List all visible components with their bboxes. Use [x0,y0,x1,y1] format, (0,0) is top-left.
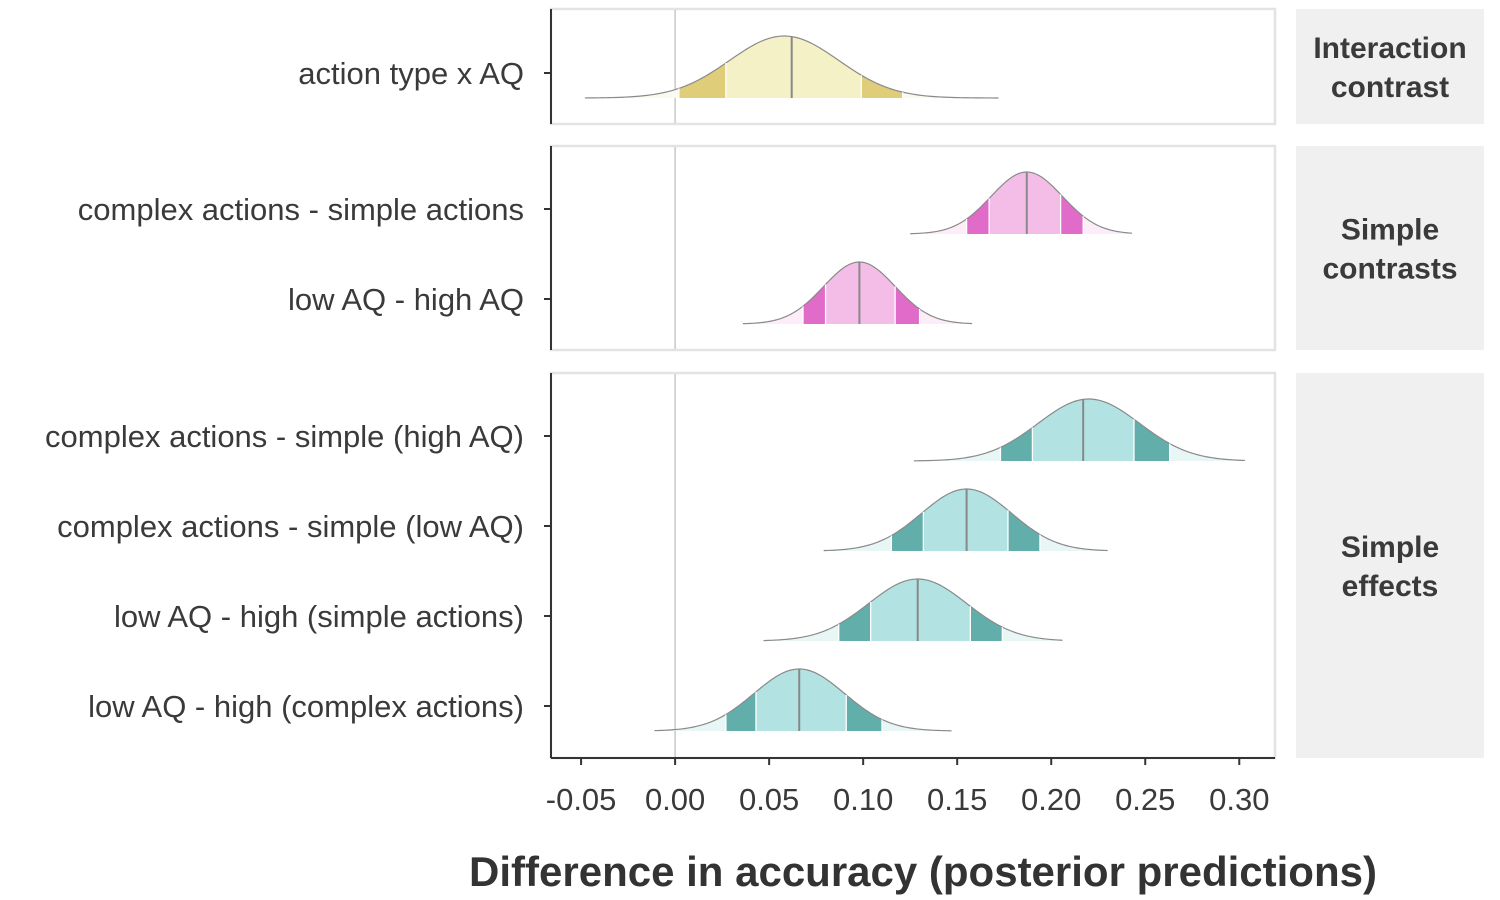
panel-strip [1296,146,1484,350]
density-tail-left [654,714,726,731]
density-tail-left [742,306,803,324]
density-outline [913,398,1245,462]
panel-strip [1296,373,1484,758]
density-tail-right [881,719,952,731]
row-label: complex actions - simple (low AQ) [57,509,524,544]
density-interval-outer-left [1000,427,1033,461]
density-tail-right [1039,534,1108,551]
strip-label: contrast [1331,71,1449,104]
density-outline [654,668,952,732]
row-label: action type x AQ [298,56,524,91]
density-tail-right [1083,216,1133,234]
x-tick-label: 0.30 [1209,782,1269,817]
density-outline [910,171,1133,235]
panel-frame [549,371,1277,760]
posterior-halfeye [823,488,1108,552]
density-tail-right [1169,443,1245,461]
density-outline [742,261,973,325]
density-tail-left [823,535,892,551]
posterior-halfeye [913,398,1245,462]
strip-label: effects [1342,570,1439,603]
density-interval-outer-left [891,511,924,551]
x-tick-label: 0.05 [739,782,799,817]
strip-label: Simple [1341,531,1439,564]
panel-frame [549,7,1277,126]
density-interval-outer-right [1060,194,1084,234]
density-tail-right [919,308,973,324]
density-tail-left [763,624,839,641]
panel-strip [1296,9,1484,124]
x-axis-title: Difference in accuracy (posterior predic… [469,848,1377,895]
density-outline [763,578,1063,642]
density-tail-left [910,218,967,234]
density-interval-inner [725,36,862,98]
row-label: low AQ - high AQ [288,282,524,317]
row-label: low AQ - high (complex actions) [88,689,524,724]
density-interval-outer-left [802,284,826,324]
density-interval-inner [755,669,847,731]
posterior-halfeye [910,171,1133,235]
density-tail-right [1002,627,1063,641]
x-tick-label: 0.20 [1021,782,1081,817]
density-interval-inner [870,579,971,641]
density-interval-outer-left [838,601,871,641]
density-interval-outer-left [966,198,990,234]
posterior-halfeye [742,261,973,325]
strip-label: Interaction [1313,32,1466,65]
strip-label: contrasts [1322,253,1457,286]
row-label: complex actions - simple actions [78,192,524,227]
row-label: complex actions - simple (high AQ) [45,419,524,454]
density-interval-outer-right [895,286,920,324]
strip-label: Simple [1341,214,1439,247]
density-interval-outer-left [725,691,756,731]
density-tail-left [584,88,679,98]
posterior-halfeye [584,35,999,99]
x-tick-label: 0.15 [927,782,987,817]
posterior-halfeye [654,668,952,732]
x-tick-label: 0.25 [1115,782,1175,817]
row-label: low AQ - high (simple actions) [114,599,524,634]
posterior-halfeye [763,578,1063,642]
density-interval-outer-right [1133,419,1170,461]
density-interval-outer-right [970,606,1003,641]
density-tail-left [913,447,1001,461]
x-tick-label: 0.10 [833,782,893,817]
x-tick-label: 0.00 [645,782,705,817]
x-tick-label: -0.05 [546,782,617,817]
density-interval-outer-left [678,62,726,98]
density-interval-inner [989,172,1061,234]
density-interval-outer-right [1007,510,1040,551]
density-interval-outer-right [846,694,882,731]
